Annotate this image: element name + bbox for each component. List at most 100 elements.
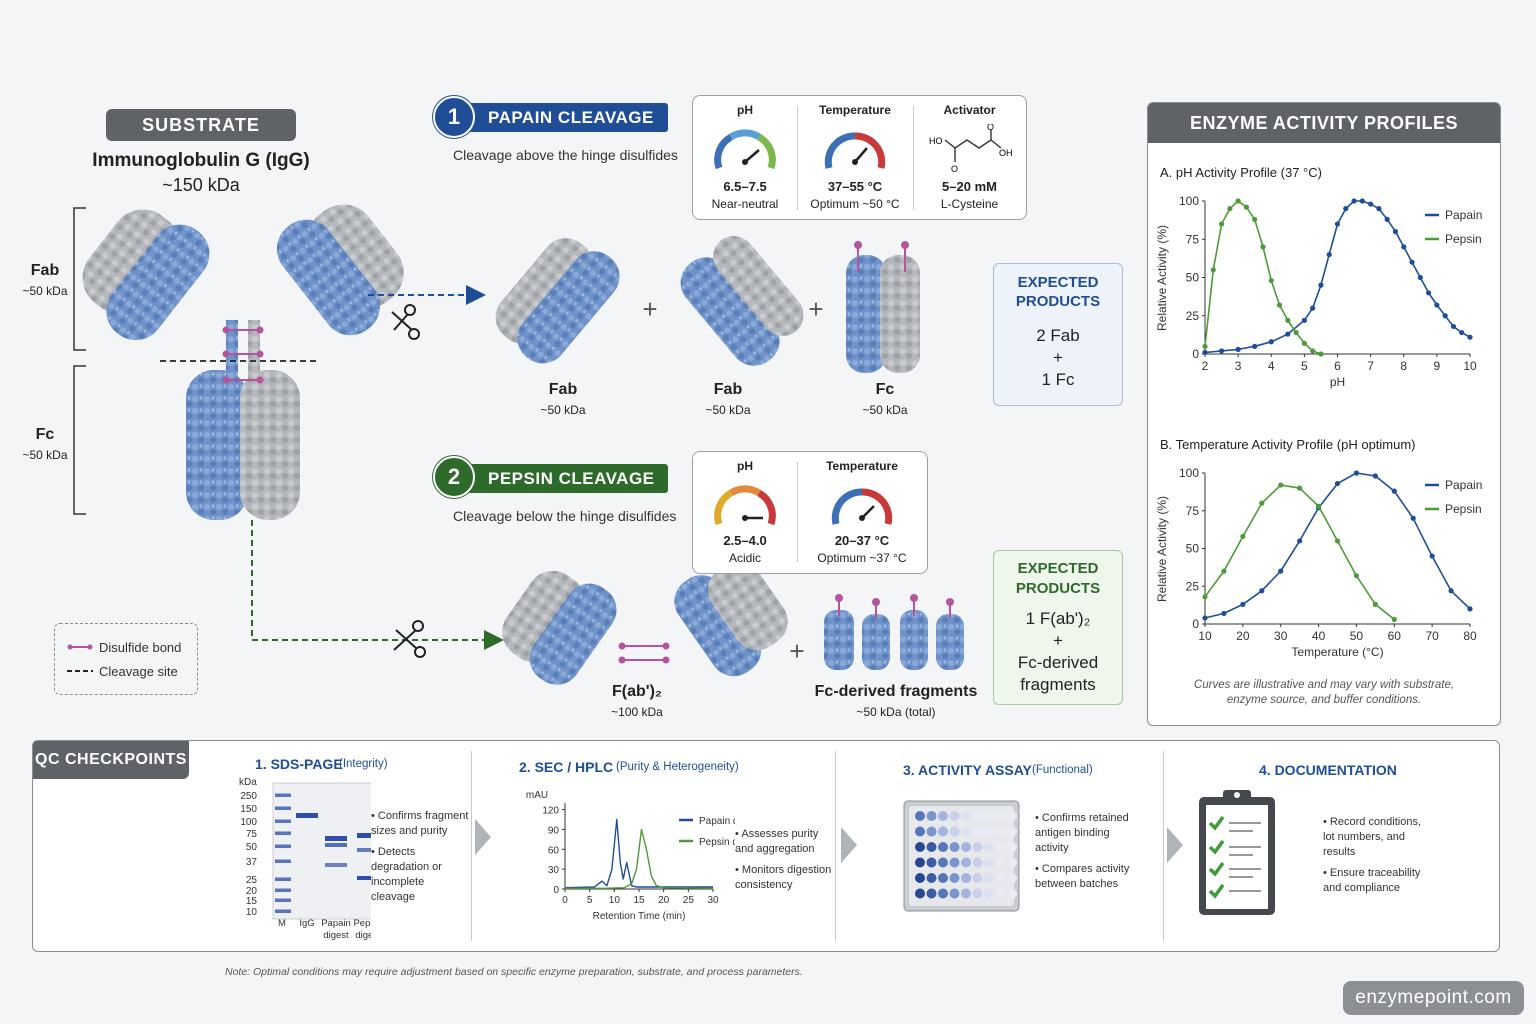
gel-lane-label: digest: [323, 930, 349, 941]
legend-label: Papain digest: [699, 816, 735, 827]
fab-bracket: [73, 207, 86, 351]
x-tick-label: 25: [683, 895, 695, 906]
chevron-right-icon: [475, 819, 491, 855]
series-line-pepsin-digest: [565, 828, 714, 890]
plate-well: [938, 826, 948, 837]
legend-label: Pepsin digest: [699, 837, 735, 848]
data-point: [1210, 267, 1216, 273]
x-tick-label: 70: [1425, 629, 1439, 643]
data-point: [1268, 277, 1274, 284]
x-tick-label: 20: [658, 895, 670, 906]
fab-fragment-2: [680, 236, 804, 366]
plate-well: [938, 888, 948, 899]
series-line-pepsin: [1204, 484, 1395, 621]
data-point: [1218, 348, 1225, 354]
clipboard-icon: [1199, 790, 1275, 915]
plate-well: [961, 873, 971, 883]
data-point: [1240, 601, 1246, 607]
plate-well: [995, 888, 1006, 899]
papain-ph-label: pH: [737, 103, 753, 117]
plate-well: [961, 888, 971, 899]
sds-bullets: Confirms fragment sizes and purity Detec…: [371, 809, 471, 905]
legend-box: Disulfide bond Cleavage site: [54, 623, 198, 695]
y-tick-label: 100: [1179, 194, 1199, 208]
data-point: [1240, 533, 1246, 540]
ladder-label: 25: [246, 875, 258, 886]
data-point: [1301, 317, 1307, 323]
plate-well: [926, 826, 937, 837]
data-point: [1301, 340, 1307, 346]
plate-well: [915, 857, 925, 868]
papain-product-mass: ~50 kDa: [540, 403, 586, 417]
svg-text:HO: HO: [929, 136, 943, 146]
data-point: [1334, 221, 1341, 227]
pepsin-conditions-panel: pH 2.5–4.0 Acidic Temperature 20–37 °C O…: [692, 451, 928, 574]
ladder-band: [275, 909, 291, 913]
x-tick-label: 5: [1301, 359, 1308, 373]
plate-well: [938, 857, 948, 868]
ladder-band: [275, 806, 291, 810]
scissors-icon: [393, 620, 426, 658]
data-point: [1368, 201, 1374, 207]
plate-well: [938, 811, 948, 821]
data-point: [1227, 206, 1233, 212]
data-point: [1202, 615, 1208, 621]
data-point: [1293, 329, 1299, 336]
ladder-band: [275, 844, 291, 848]
x-tick-label: 0: [562, 895, 568, 906]
data-point: [1221, 610, 1227, 617]
cleavage-legend-icon: [67, 670, 93, 672]
data-point: [1259, 588, 1265, 594]
papain-product-name: Fab: [548, 381, 578, 398]
papain-product-name: Fc: [875, 381, 895, 398]
papain-temp-note: Optimum ~50 °C: [810, 197, 900, 211]
data-point: [1297, 485, 1303, 491]
x-tick-label: 20: [1236, 629, 1250, 643]
activity-profile-charts: A. pH Activity Profile (37 °C)0255075100…: [1155, 165, 1482, 659]
y-tick-label: 0: [553, 885, 559, 896]
chevron-right-icon: [1167, 827, 1183, 863]
ladder-band: [275, 793, 291, 797]
svg-text:O: O: [987, 124, 994, 132]
papain-expected-products: EXPECTED PRODUCTS 2 Fab + 1 Fc: [993, 263, 1123, 406]
plate-well: [984, 873, 994, 883]
data-point: [1372, 473, 1378, 479]
y-tick-label: 100: [1179, 466, 1199, 480]
data-point: [1343, 206, 1349, 212]
y-axis-label: mAU: [526, 790, 548, 801]
plate-well: [949, 888, 960, 899]
papain-subtitle: Cleavage above the hinge disulfides: [453, 147, 678, 163]
pepsin-product-name: F(ab')₂: [611, 683, 662, 700]
plate-well: [961, 842, 971, 852]
papain-activator-label: Activator: [943, 103, 996, 117]
data-point: [1450, 323, 1457, 330]
y-tick-label: 50: [1186, 542, 1200, 556]
x-axis-label: pH: [1330, 375, 1345, 389]
sds-title: 1. SDS-PAGE: [255, 756, 343, 772]
x-tick-label: 10: [609, 895, 621, 906]
x-tick-label: 10: [1463, 359, 1477, 373]
plate-well: [926, 811, 937, 821]
fc-region-mass: ~50 kDa: [22, 448, 68, 462]
plate-well: [915, 888, 925, 899]
plus-sign: +: [789, 636, 804, 666]
ladder-label: 150: [240, 804, 257, 815]
gel-lane-label: Pepsin: [353, 918, 371, 929]
legend-label: Pepsin: [1445, 502, 1482, 516]
ladder-label: 37: [246, 857, 258, 868]
x-tick-label: 7: [1367, 359, 1374, 373]
ladder-band: [275, 819, 291, 823]
pepsin-expected-products: EXPECTED PRODUCTS 1 F(ab')₂ + Fc-derived…: [993, 550, 1123, 705]
plate-well: [984, 826, 994, 837]
pepsin-product-name: Fc-derived fragments: [814, 683, 978, 700]
y-tick-label: 50: [1186, 271, 1200, 285]
activity-profiles-header: ENZYME ACTIVITY PROFILES: [1148, 103, 1500, 143]
data-point: [1326, 251, 1332, 258]
legend-label: Papain: [1445, 208, 1482, 222]
plate-well: [995, 842, 1006, 852]
data-point: [1318, 351, 1324, 357]
doc-title: 4. DOCUMENTATION: [1259, 762, 1397, 778]
data-point: [1429, 553, 1435, 559]
data-point: [1459, 329, 1465, 336]
